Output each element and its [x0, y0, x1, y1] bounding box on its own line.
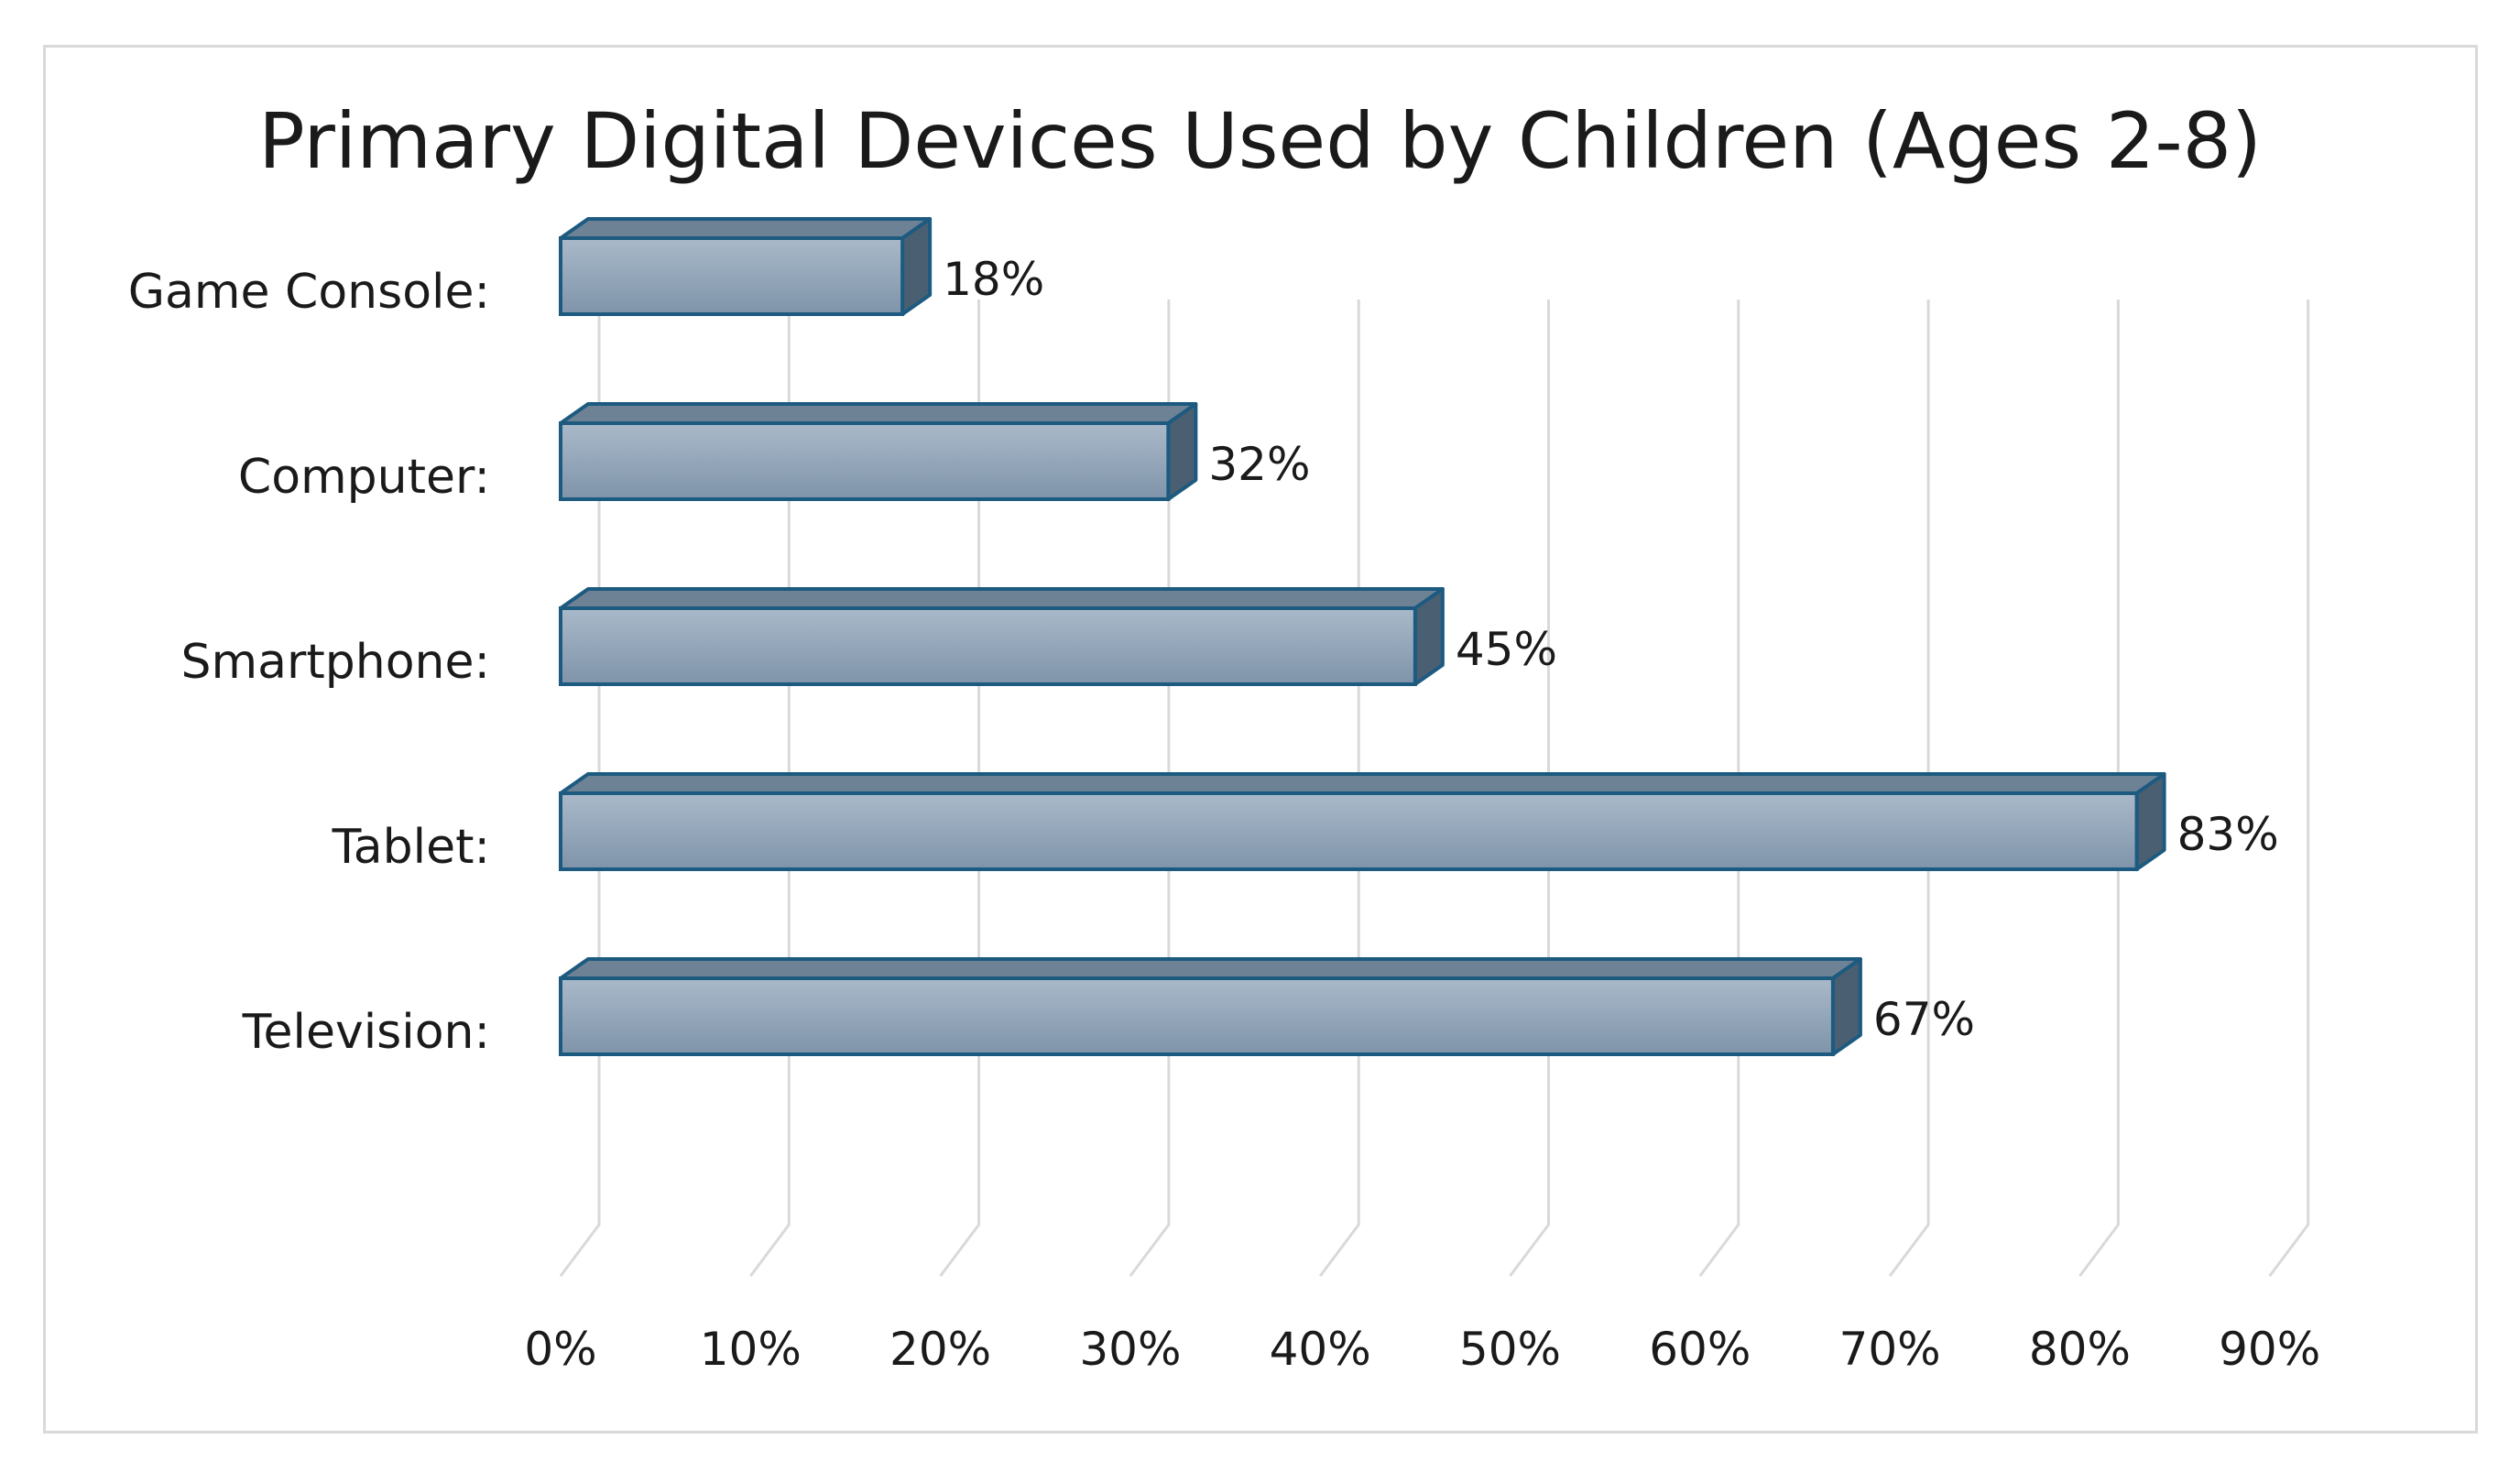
- x-tick-label: 30%: [1079, 1323, 1181, 1376]
- bar-smartphone: [559, 587, 1445, 686]
- x-tick-label: 60%: [1649, 1323, 1751, 1376]
- x-tick-label: 50%: [1459, 1323, 1561, 1376]
- chart-title: Primary Digital Devices Used by Children…: [258, 96, 2262, 186]
- x-tick-label: 20%: [889, 1323, 991, 1376]
- gridlines: [559, 300, 2310, 1277]
- bar-series: [559, 217, 2166, 1056]
- category-label: Tablet:: [332, 820, 490, 875]
- x-tick-label: 40%: [1270, 1323, 1371, 1376]
- gridline-80pct: [2078, 300, 2120, 1277]
- data-label: 83%: [2177, 808, 2279, 861]
- gridline-90pct: [2268, 300, 2310, 1277]
- bar-television: [559, 957, 1862, 1056]
- x-tick-label: 0%: [524, 1323, 596, 1376]
- data-label: 32%: [1208, 438, 1310, 491]
- x-tick-label: 70%: [1839, 1323, 1941, 1376]
- x-tick-label: 90%: [2219, 1323, 2320, 1376]
- gridline-70pct: [1888, 300, 1930, 1277]
- x-tick-label: 10%: [700, 1323, 802, 1376]
- bar-game-console: [559, 217, 933, 316]
- data-label: 18%: [943, 253, 1044, 306]
- chart-frame: [43, 45, 2478, 1434]
- category-label: Television:: [242, 1005, 490, 1060]
- data-label: 45%: [1456, 623, 1557, 676]
- x-tick-label: 80%: [2029, 1323, 2131, 1376]
- category-label: Smartphone:: [180, 635, 490, 690]
- labels: 0% 10% 20% 30% 40% 50% 60% 70% 80% 90% 18% Game Con…: [128, 253, 2321, 1376]
- bar-computer: [559, 402, 1198, 501]
- gridline-50pct: [1509, 300, 1550, 1277]
- data-label: 67%: [1873, 993, 1975, 1046]
- gridline-60pct: [1698, 300, 1740, 1277]
- category-label: Game Console:: [128, 265, 490, 320]
- bar-tablet: [559, 772, 2166, 871]
- category-label: Computer:: [238, 450, 490, 505]
